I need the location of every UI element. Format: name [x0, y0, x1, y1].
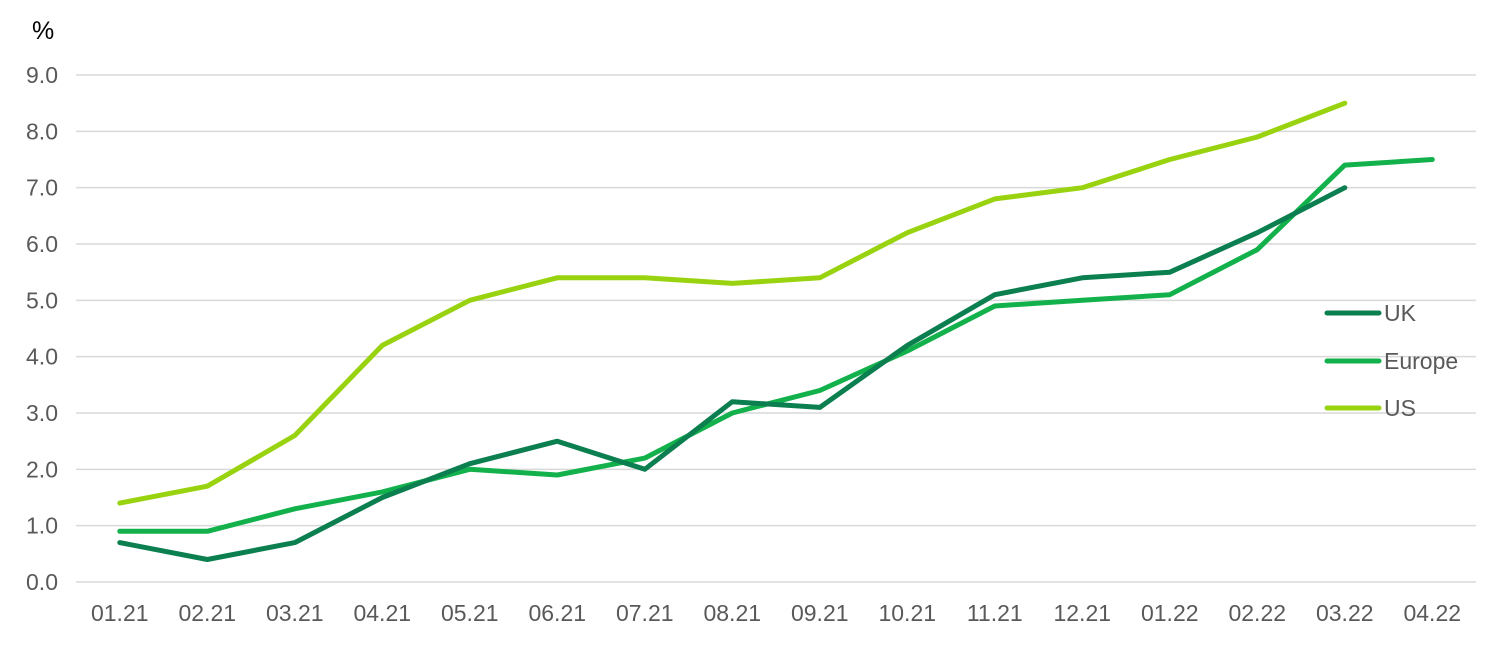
x-tick-label: 02.22 — [1228, 600, 1286, 626]
y-axis-unit-label: % — [32, 17, 54, 45]
x-tick-label: 01.21 — [91, 600, 149, 626]
legend-label-uk: UK — [1384, 300, 1417, 326]
x-tick-label: 04.21 — [353, 600, 411, 626]
gridlines — [76, 74, 1476, 583]
y-axis-ticks: 0.0 1.0 2.0 3.0 4.0 5.0 6.0 7.0 8.0 9.0 — [26, 62, 58, 595]
series-line-uk — [117, 185, 1348, 562]
legend-label-us: US — [1384, 395, 1416, 421]
x-tick-label: 08.21 — [703, 600, 761, 626]
y-tick-label: 6.0 — [26, 231, 58, 257]
y-tick-label: 3.0 — [26, 400, 58, 426]
x-tick-label: 01.22 — [1141, 600, 1199, 626]
x-axis-ticks: 01.21 02.21 03.21 04.21 05.21 06.21 07.21 08.21… — [91, 600, 1461, 626]
y-tick-label: 8.0 — [26, 118, 58, 144]
series-lines — [117, 100, 1435, 562]
x-tick-label: 11.21 — [967, 600, 1023, 626]
x-tick-label: 09.21 — [791, 600, 849, 626]
x-tick-label: 10.21 — [878, 600, 936, 626]
x-tick-label: 07.21 — [616, 600, 674, 626]
x-tick-label: 12.21 — [1053, 600, 1111, 626]
x-tick-label: 05.21 — [441, 600, 499, 626]
series-line-us — [117, 100, 1348, 506]
x-tick-label: 02.21 — [178, 600, 236, 626]
legend: UK Europe US — [1324, 300, 1458, 421]
x-tick-label: 06.21 — [528, 600, 586, 626]
y-tick-label: 5.0 — [26, 287, 58, 313]
x-tick-label: 03.22 — [1316, 600, 1374, 626]
x-tick-label: 03.21 — [266, 600, 324, 626]
legend-label-europe: Europe — [1384, 348, 1458, 374]
y-tick-label: 7.0 — [26, 175, 58, 201]
y-tick-label: 4.0 — [26, 344, 58, 370]
series-line-europe — [117, 157, 1435, 534]
y-tick-label: 9.0 — [26, 62, 58, 88]
y-tick-label: 1.0 — [26, 513, 58, 539]
x-tick-label: 04.22 — [1403, 600, 1461, 626]
y-tick-label: 2.0 — [26, 456, 58, 482]
y-tick-label: 0.0 — [26, 569, 58, 595]
